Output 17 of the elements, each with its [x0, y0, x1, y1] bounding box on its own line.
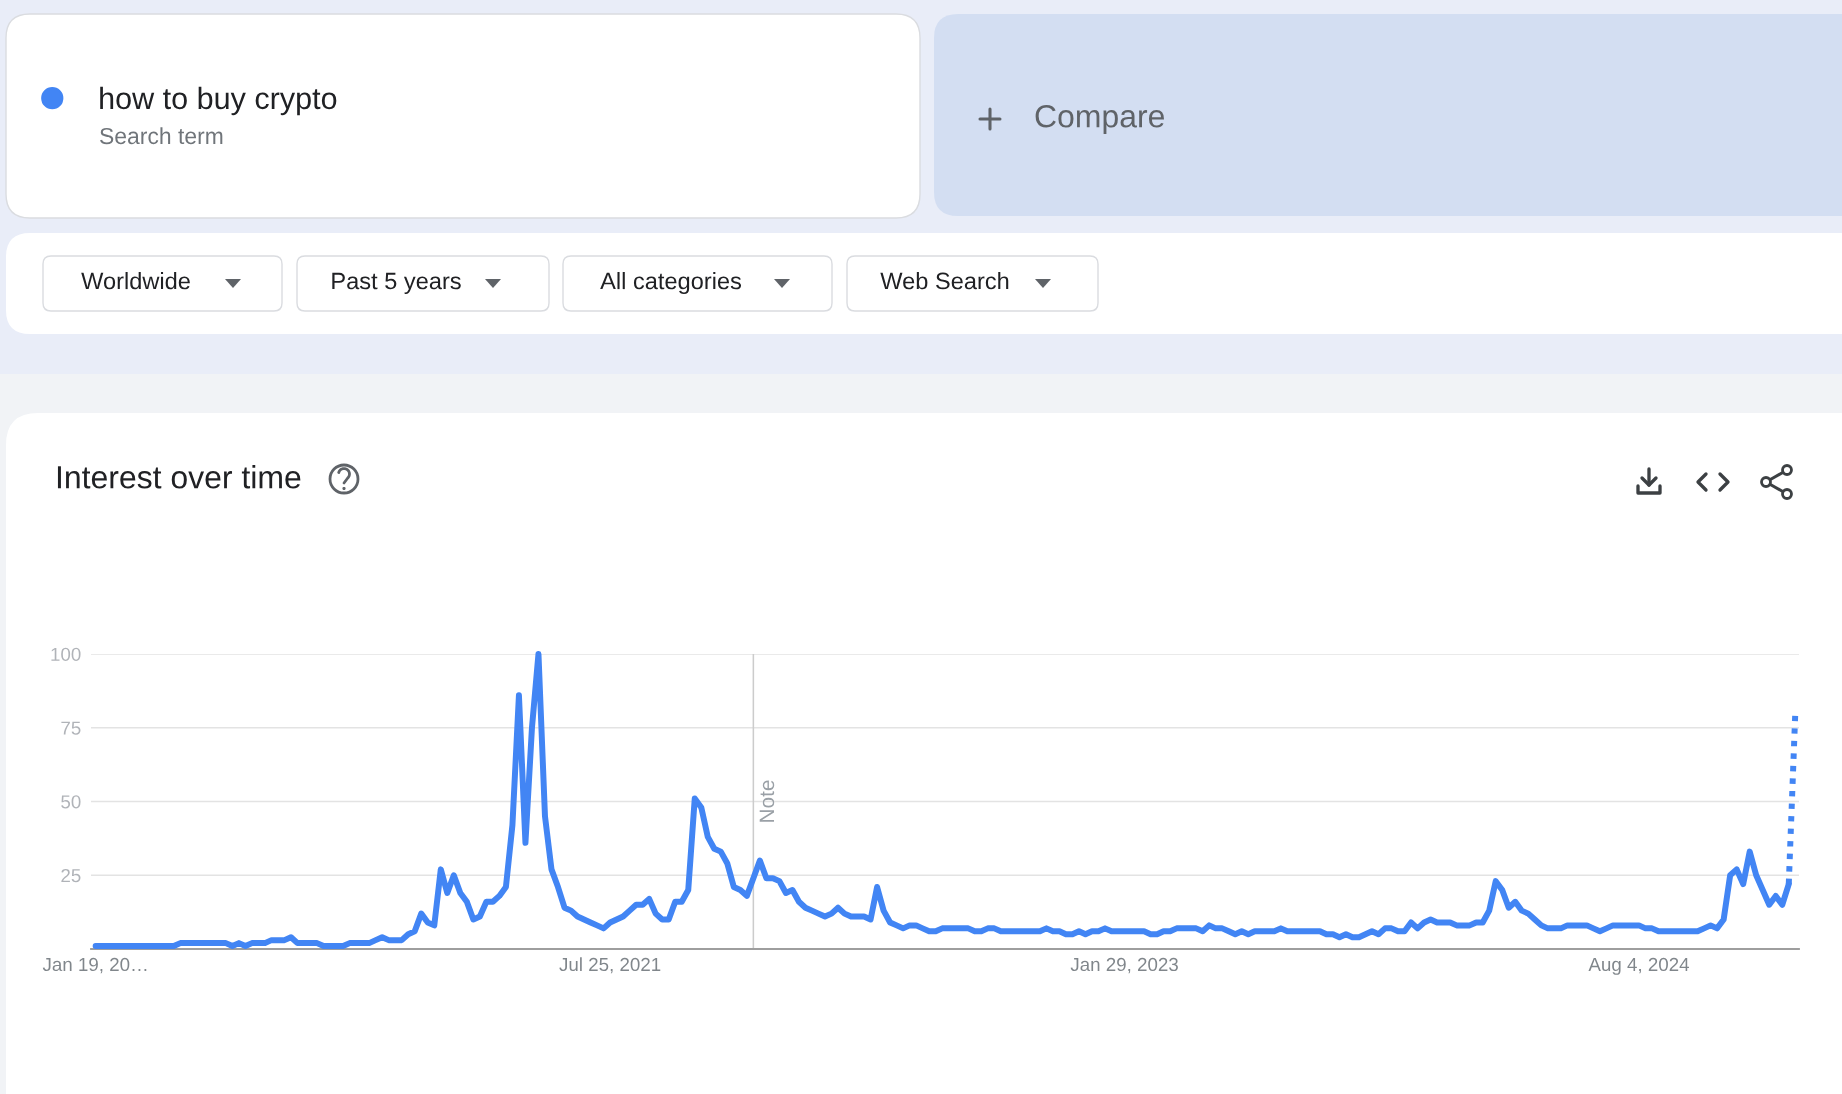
- y-tick-label: 50: [61, 795, 81, 809]
- text: Worldwide: [81, 272, 190, 290]
- x-tick-label: Jan 19, 20…: [42, 957, 147, 974]
- legend-label: how to buy crypto: [100, 86, 337, 116]
- text: Past 5 years: [332, 272, 461, 295]
- text: All categories: [600, 272, 742, 295]
- text: Web Search: [880, 272, 1009, 290]
- text: Search term: [100, 127, 223, 145]
- x-tick-label: Jul 25, 2021: [559, 957, 661, 974]
- ref-line-label: Note: [759, 780, 775, 822]
- text: Compare: [1035, 104, 1164, 134]
- y-tick-label: 25: [61, 868, 81, 883]
- chart-title: Interest over time: [57, 465, 301, 489]
- y-tick-label: 75: [61, 721, 81, 735]
- x-tick-label: Aug 4, 2024: [1588, 957, 1690, 975]
- y-tick-label: 100: [51, 647, 81, 661]
- x-tick-label: Jan 29, 2023: [1070, 957, 1178, 974]
